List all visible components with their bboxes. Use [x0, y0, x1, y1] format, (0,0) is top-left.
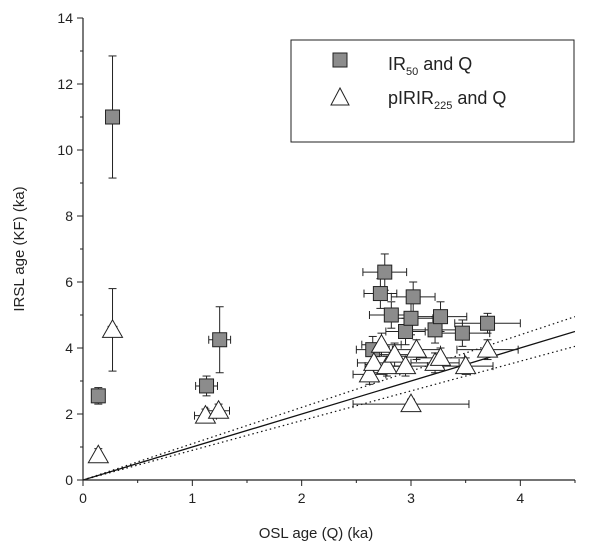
data-point-square [454, 325, 470, 341]
legend-label-pirir225-sub: 225 [434, 100, 452, 112]
legend: IR50 and Q pIRIR225 and Q [290, 39, 575, 143]
y-axis-title: IRSL age (KF) (ka) [11, 186, 28, 311]
data-point-triangle [405, 338, 428, 358]
data-point-triangle [362, 351, 385, 371]
data-point-triangle [370, 333, 393, 353]
legend-label-pirir225: pIRIR225 and Q [388, 88, 506, 112]
x-tick-label: 0 [79, 490, 87, 506]
data-point-square [372, 286, 388, 302]
y-tick-label: 2 [65, 406, 73, 422]
legend-label-ir50-tail: and Q [418, 54, 472, 74]
data-point-square [403, 310, 419, 326]
bound-line [83, 316, 575, 480]
data-point-triangle [87, 444, 110, 464]
x-tick-label: 4 [516, 490, 524, 506]
y-tick-label: 14 [57, 10, 73, 26]
y-tick-label: 8 [65, 208, 73, 224]
legend-label-ir50: IR50 and Q [388, 54, 472, 78]
data-point-triangle [383, 343, 406, 363]
y-tick-label: 0 [65, 472, 73, 488]
one-to-one-line [83, 330, 575, 480]
y-tick-label: 10 [57, 142, 73, 158]
data-point-square [398, 324, 414, 339]
data-point-square [377, 264, 393, 280]
data-point-triangle [207, 399, 230, 419]
x-tick-label: 1 [188, 490, 196, 506]
data-point-square [427, 322, 443, 338]
data-point-square [383, 307, 399, 323]
legend-marker-square [332, 52, 348, 68]
data-markers [87, 109, 499, 464]
y-tick-label: 6 [65, 274, 73, 290]
data-point-square [212, 332, 228, 348]
data-point-square [405, 289, 421, 305]
data-point-square [480, 315, 496, 331]
x-tick-label: 3 [407, 490, 415, 506]
data-point-triangle [376, 355, 398, 375]
data-point-triangle [454, 355, 477, 375]
legend-marker-triangle [330, 86, 350, 106]
data-point-square [105, 109, 121, 125]
legend-label-ir50-sub: 50 [406, 66, 418, 78]
y-tick-label: 12 [57, 76, 73, 92]
data-point-triangle [358, 363, 381, 383]
legend-label-ir50-base: IR [388, 54, 406, 74]
data-point-triangle [429, 346, 452, 366]
x-axis-title: OSL age (Q) (ka) [259, 525, 373, 542]
reference-lines [83, 316, 575, 480]
legend-label-pirir225-base: pIRIR [388, 88, 434, 108]
data-point-triangle [394, 355, 417, 375]
x-tick-label: 2 [298, 490, 306, 506]
legend-label-pirir225-tail: and Q [452, 88, 506, 108]
data-point-square [433, 309, 449, 325]
y-tick-label: 4 [65, 340, 73, 356]
data-point-square [90, 388, 106, 404]
bound-line [83, 345, 575, 480]
data-point-square [199, 378, 215, 394]
data-point-triangle [476, 338, 499, 358]
data-point-triangle [400, 393, 422, 413]
data-point-triangle [101, 318, 124, 338]
